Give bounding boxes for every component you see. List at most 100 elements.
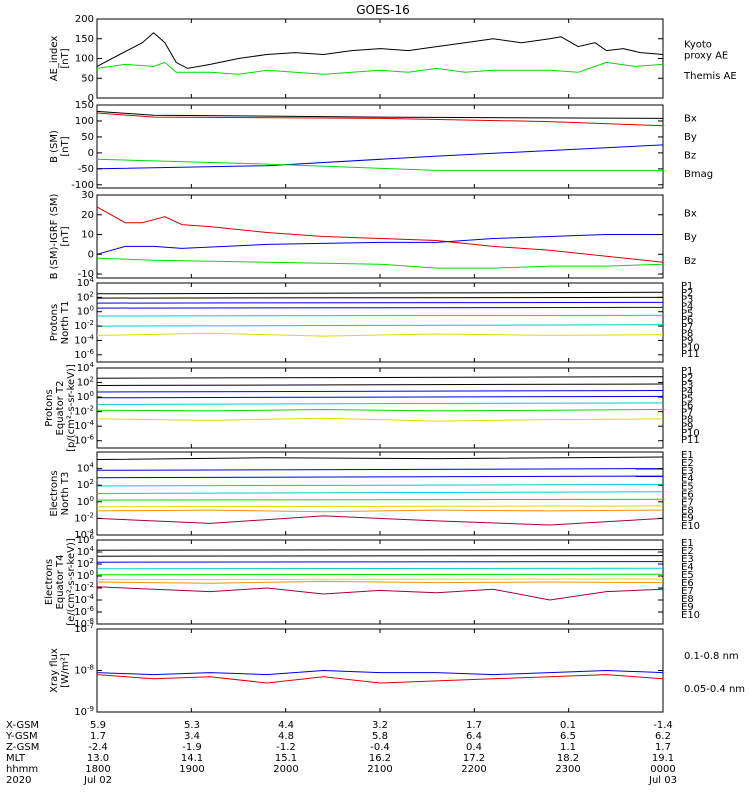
y-tick-label: -10 (78, 269, 94, 280)
y-tick-label: 10-7 (74, 622, 94, 635)
footer-value: -2.4 (88, 742, 108, 753)
footer-value: 6.2 (655, 731, 671, 742)
legend-entry: Themis AE (683, 71, 737, 82)
series-p4 (96, 306, 664, 309)
series-p3 (96, 301, 664, 304)
y-axis-label: AE_index (49, 36, 60, 82)
legend-entry: P8 (681, 414, 693, 425)
footer-value: 1900 (179, 764, 204, 775)
legend-entry: E5 (681, 570, 694, 581)
y-axis-label: [e/(cm²-s-sr-keV)] (66, 538, 77, 626)
footer-value: 1.7 (466, 720, 482, 731)
legend-entry: E7 (681, 497, 694, 508)
legend-entry: P11 (681, 349, 700, 360)
footer-value: 4.8 (278, 731, 294, 742)
y-tick-label: 104 (77, 545, 95, 558)
y-tick-label: 102 (77, 478, 94, 491)
legend-entry: Kyoto (684, 39, 712, 50)
footer-row-label: Z-GSM (6, 742, 39, 753)
footer-value: -1.4 (653, 720, 673, 731)
legend-entry: P3 (681, 295, 693, 306)
y-tick-label: -50 (78, 164, 94, 175)
footer-value: 0.4 (466, 742, 482, 753)
legend-entry: Bz (684, 150, 696, 161)
y-tick-label: 50 (81, 73, 94, 84)
y-tick-label: 10-4 (74, 528, 94, 541)
y-tick-label: 104 (77, 276, 95, 289)
legend-entry: P5 (681, 308, 693, 319)
footer-value: 5.9 (90, 720, 106, 731)
series-p4 (96, 395, 664, 399)
y-tick-label: 10-2 (74, 405, 94, 418)
series-p3 (96, 390, 664, 393)
y-tick-label: 50 (81, 132, 94, 143)
series-e9 (96, 515, 664, 526)
y-axis-label: Protons (49, 304, 60, 341)
y-tick-label: 100 (77, 495, 94, 508)
legend-entry: By (684, 232, 697, 243)
series-by (96, 257, 664, 269)
series-p1 (96, 376, 664, 379)
footer-value: 1.7 (90, 731, 106, 742)
legend-entry: P10 (681, 342, 700, 353)
legend-entry: Bx (684, 208, 697, 219)
footer-value: 0000 (650, 764, 675, 775)
y-tick-label: 10-4 (74, 593, 94, 606)
y-tick-label: 10 (81, 230, 94, 241)
panel-bsm: 150 100 50 0 -50 -100 B (SM) [nT] Bx By Bz Bmag (49, 100, 713, 191)
panel-xray: 10-7 10-8 10-9 Xray flux [W/m²] 0.1-0.8 nm 0.0… (49, 622, 745, 718)
legend-entry: 0.1-0.8 nm (684, 651, 739, 662)
footer-value: 14.1 (181, 753, 203, 764)
legend-entry: E3 (681, 554, 694, 565)
y-tick-label: 10-8 (74, 664, 94, 677)
legend-entry: E2 (681, 458, 694, 469)
footer-value: 2000 (273, 764, 298, 775)
y-tick-label: 106 (77, 533, 95, 546)
y-tick-label: 150 (75, 100, 94, 111)
legend-entry: P2 (681, 288, 693, 299)
series-e1 (96, 549, 664, 551)
panel-frame (96, 194, 664, 279)
series-e8 (96, 509, 664, 513)
legend-entry: E3 (681, 466, 694, 477)
legend-entry: 0.05-0.4 nm (684, 684, 745, 695)
series-e3 (96, 561, 664, 563)
series-p6 (96, 408, 664, 412)
footer-value: 2300 (555, 764, 580, 775)
footer-value: 1800 (85, 764, 110, 775)
footer-value: Jul 03 (648, 775, 677, 786)
series-e6 (96, 498, 664, 501)
footer-row-label: Y-GSM (5, 731, 38, 742)
footer-value: 18.2 (557, 753, 579, 764)
y-tick-label: 200 (75, 14, 94, 25)
y-axis-label: North T3 (60, 472, 71, 516)
y-axis-label: [W/m²] (60, 653, 71, 688)
y-tick-label: 0 (88, 148, 94, 159)
y-tick-label: 100 (77, 569, 94, 582)
y-tick-label: 10-4 (74, 333, 94, 346)
y-tick-label: 10-6 (74, 434, 94, 447)
legend-entry: E10 (681, 610, 700, 621)
y-axis-label: Electrons (44, 559, 55, 605)
legend-entry: P1 (681, 281, 693, 292)
legend-entry: P3 (681, 380, 693, 391)
legend-entry: P5 (681, 394, 693, 405)
footer-value: Jul 02 (83, 775, 112, 786)
footer-value: 15.1 (275, 753, 297, 764)
series-p2 (96, 383, 664, 386)
footer-value: 19.1 (652, 753, 674, 764)
y-axis-label: [nT] (60, 48, 71, 68)
y-tick-label: 100 (75, 116, 94, 127)
y-axis-label: [p/(cm²-s-sr-keV)] (66, 364, 77, 452)
series-themis-ae (96, 32, 664, 69)
legend-entry: E8 (681, 594, 694, 605)
series-e9 (96, 586, 664, 601)
legend-entry: E4 (681, 562, 694, 573)
plot-title: GOES-16 (356, 3, 410, 17)
footer-value: 5.3 (184, 720, 200, 731)
legend-entry: P7 (681, 322, 693, 333)
legend-entry: P11 (681, 435, 700, 446)
y-tick-label: 102 (77, 290, 94, 303)
y-axis-label: Protons (44, 389, 55, 426)
